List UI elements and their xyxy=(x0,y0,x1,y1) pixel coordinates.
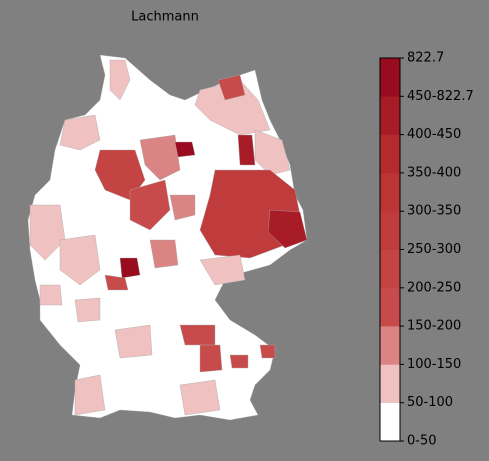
region xyxy=(199,254,246,286)
region xyxy=(174,141,196,158)
colorbar-label: 822.7 xyxy=(407,51,444,66)
region xyxy=(237,134,256,166)
region xyxy=(59,234,101,286)
colorbar-label: 50-100 xyxy=(407,395,453,410)
region xyxy=(129,179,171,231)
colorbar-label: 300-350 xyxy=(407,204,461,219)
region xyxy=(149,239,179,269)
colorbar-segment xyxy=(380,326,400,365)
region xyxy=(217,74,246,101)
colorbar-segment xyxy=(380,96,400,135)
region xyxy=(229,354,249,369)
country-outline xyxy=(27,54,308,421)
colorbar-label: 200-250 xyxy=(407,280,461,295)
colorbar-label: 100-150 xyxy=(407,357,461,372)
region xyxy=(169,194,196,221)
colorbar-segment xyxy=(380,134,400,174)
region xyxy=(179,324,216,346)
colorbar-segment xyxy=(380,172,400,212)
map-title: Lachmann xyxy=(131,10,199,25)
colorbar-label: 250-300 xyxy=(407,242,461,257)
region xyxy=(119,257,141,279)
colorbar-label: 400-450 xyxy=(407,127,461,142)
region xyxy=(104,274,129,291)
colorbar-segment xyxy=(380,249,400,289)
colorbar-segment xyxy=(380,287,400,327)
colorbar-label: 150-200 xyxy=(407,319,461,334)
region xyxy=(114,324,153,359)
colorbar-segment xyxy=(380,58,400,97)
colorbar-label: 350-400 xyxy=(407,165,461,180)
region xyxy=(199,344,223,373)
region xyxy=(109,59,131,101)
colorbar-segment xyxy=(380,402,400,442)
region xyxy=(59,114,101,151)
region xyxy=(74,374,106,416)
region xyxy=(259,344,276,359)
region xyxy=(39,284,63,306)
colorbar: 0-50 50-100 100-150 150-200 200-250 250-300 30… xyxy=(379,51,474,449)
colorbar-label: 450-822.7 xyxy=(407,89,474,104)
region xyxy=(29,204,66,261)
region xyxy=(179,379,221,416)
colorbar-label: 0-50 xyxy=(407,434,437,449)
region xyxy=(254,129,291,176)
colorbar-segment xyxy=(380,364,400,403)
region xyxy=(74,297,101,323)
colorbar-segment xyxy=(380,211,400,250)
germany-map xyxy=(27,54,308,421)
region xyxy=(139,134,181,181)
region xyxy=(267,209,308,249)
